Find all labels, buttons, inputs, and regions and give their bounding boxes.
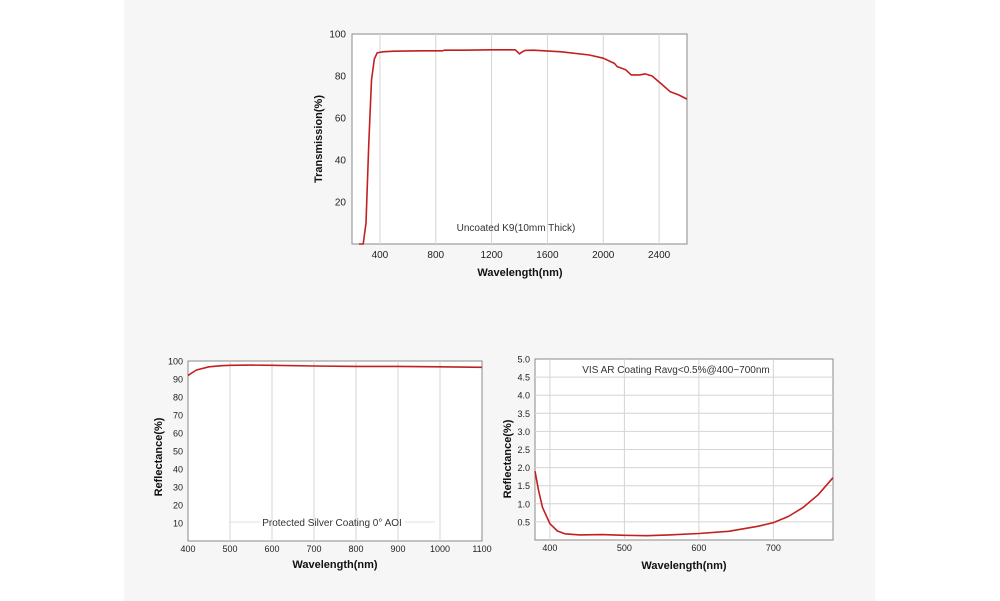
chart2-x-tick-label: 700 — [306, 544, 321, 554]
chart3-y-tick-label: 1.0 — [517, 499, 530, 509]
chart3-y-tick-label: 3.5 — [517, 409, 530, 419]
chart3-y-tick-label: 2.0 — [517, 463, 530, 473]
transmission-chart: 400 800 1200 1600 2000 2400 20 40 60 80 100 Uncoa… — [313, 30, 688, 279]
chart2-y-tick-label: 10 — [173, 519, 183, 529]
chart2-x-tick-label: 400 — [180, 544, 195, 554]
chart3-x-tick-label: 600 — [691, 543, 706, 553]
ar-coating-reflectance-chart: 400 500 600 700 0.5 1.0 1.5 2.0 2.5 3.0 3.5 4.0 4.5… — [502, 355, 834, 572]
chart2-x-ticks: 400 500 600 700 800 900 1000 1100 — [180, 544, 491, 554]
chart3-y-tick-label: 5.0 — [517, 355, 530, 365]
chart3-x-axis-label: Wavelength(nm) — [641, 560, 726, 572]
chart1-plot-frame — [351, 33, 688, 245]
chart1-x-tick-label: 1600 — [536, 250, 559, 261]
chart2-x-tick-label: 800 — [348, 544, 363, 554]
chart2-y-tick-label: 30 — [173, 483, 183, 493]
chart2-x-tick-label: 1000 — [430, 544, 450, 554]
chart1-x-ticks: 400 800 1200 1600 2000 2400 — [372, 250, 671, 261]
chart1-x-tick-label: 2000 — [592, 250, 615, 261]
chart3-y-ticks: 0.5 1.0 1.5 2.0 2.5 3.0 3.5 4.0 4.5 5.0 — [517, 355, 530, 528]
chart1-x-axis-label: Wavelength(nm) — [477, 267, 562, 279]
chart2-y-tick-label: 60 — [173, 429, 183, 439]
chart2-y-tick-label: 20 — [173, 501, 183, 511]
chart3-y-tick-label: 3.0 — [517, 427, 530, 437]
chart2-y-axis-label: Reflectance(%) — [153, 417, 165, 496]
chart3-x-tick-label: 700 — [766, 543, 781, 553]
chart3-y-tick-label: 0.5 — [517, 517, 530, 527]
chart1-x-tick-label: 2400 — [648, 250, 671, 261]
chart3-y-tick-label: 4.5 — [517, 373, 530, 383]
chart1-y-ticks: 20 40 60 80 100 — [329, 30, 346, 209]
chart2-y-tick-label: 80 — [173, 393, 183, 403]
chart1-y-tick-label: 100 — [329, 30, 346, 41]
silver-reflectance-chart: 400 500 600 700 800 900 1000 1100 10 20 30 40 50 60 7… — [153, 357, 492, 572]
chart2-x-tick-label: 500 — [222, 544, 237, 554]
chart1-y-tick-label: 80 — [335, 72, 347, 83]
chart3-x-tick-label: 500 — [617, 543, 632, 553]
chart3-y-tick-label: 2.5 — [517, 445, 530, 455]
chart1-y-tick-label: 20 — [335, 198, 347, 209]
chart3-x-ticks: 400 500 600 700 — [542, 543, 781, 553]
chart2-y-tick-label: 50 — [173, 447, 183, 457]
chart3-y-tick-label: 1.5 — [517, 481, 530, 491]
chart1-y-axis-label: Transmission(%) — [313, 95, 325, 183]
chart1-x-tick-label: 1200 — [480, 250, 503, 261]
chart3-y-tick-label: 4.0 — [517, 391, 530, 401]
chart1-gridlines — [379, 34, 660, 244]
chart3-annotation: VIS AR Coating Ravg<0.5%@400~700nm — [582, 365, 770, 376]
chart2-gridlines — [229, 361, 441, 541]
chart1-y-tick-label: 60 — [335, 114, 347, 125]
chart2-y-tick-label: 100 — [168, 357, 183, 367]
chart1-x-tick-label: 400 — [372, 250, 389, 261]
chart1-series-line — [359, 49, 688, 245]
chart2-y-tick-label: 70 — [173, 411, 183, 421]
chart3-y-axis-label: Reflectance(%) — [502, 419, 514, 498]
chart2-x-tick-label: 600 — [264, 544, 279, 554]
chart1-x-tick-label: 800 — [427, 250, 444, 261]
chart2-plot-frame — [187, 360, 483, 542]
chart3-x-tick-label: 400 — [542, 543, 557, 553]
chart1-annotation: Uncoated K9(10mm Thick) — [457, 223, 576, 234]
chart3-gridlines — [535, 359, 833, 540]
chart2-x-tick-label: 1100 — [472, 544, 491, 554]
chart2-x-tick-label: 900 — [390, 544, 405, 554]
chart2-annotation: Protected Silver Coating 0° AOI — [262, 518, 402, 529]
chart1-y-tick-label: 40 — [335, 156, 347, 167]
chart2-y-tick-label: 40 — [173, 465, 183, 475]
chart3-series-line — [534, 471, 834, 537]
chart2-x-axis-label: Wavelength(nm) — [292, 559, 377, 571]
chart2-y-tick-label: 90 — [173, 375, 183, 385]
chart2-series-line — [187, 364, 483, 377]
chart2-y-ticks: 10 20 30 40 50 60 70 80 90 100 — [168, 357, 183, 529]
